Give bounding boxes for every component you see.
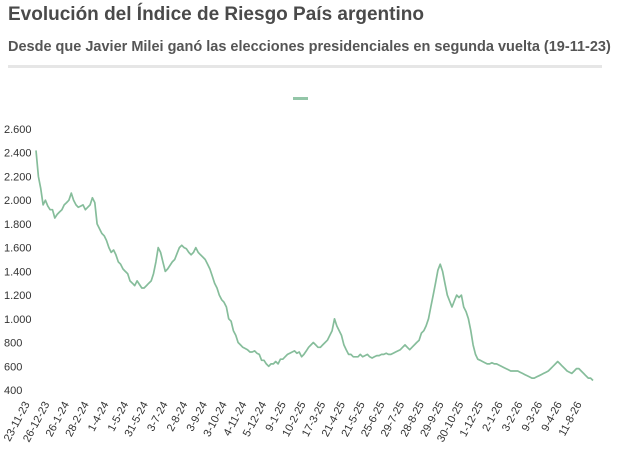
y-tick-label: 1.400 <box>4 266 32 278</box>
legend-swatch <box>293 97 308 100</box>
y-tick-label: 1.000 <box>4 314 32 326</box>
y-tick-label: 2.600 <box>4 124 32 136</box>
y-tick-label: 400 <box>4 385 22 397</box>
y-tick-label: 600 <box>4 361 22 373</box>
y-tick-label: 800 <box>4 338 22 350</box>
y-tick-label: 1.600 <box>4 243 32 255</box>
chart-subtitle: Desde que Javier Milei ganó las eleccion… <box>8 39 611 55</box>
chart-title: Evolución del Índice de Riesgo País arge… <box>8 4 424 25</box>
y-tick-label: 2.000 <box>4 195 32 207</box>
y-tick-label: 2.200 <box>4 171 32 183</box>
y-tick-label: 2.400 <box>4 148 32 160</box>
x-axis: 23-11-2326-12-2326-1-2428-2-241-4-241-5-… <box>2 400 585 445</box>
y-tick-label: 1.200 <box>4 290 32 302</box>
header-divider <box>8 65 602 68</box>
series-line <box>35 150 594 382</box>
y-axis: 400 600 800 1.000 1.200 1.400 1.600 1.800 2.000 2… <box>4 124 32 397</box>
y-tick-label: 1.800 <box>4 219 32 231</box>
